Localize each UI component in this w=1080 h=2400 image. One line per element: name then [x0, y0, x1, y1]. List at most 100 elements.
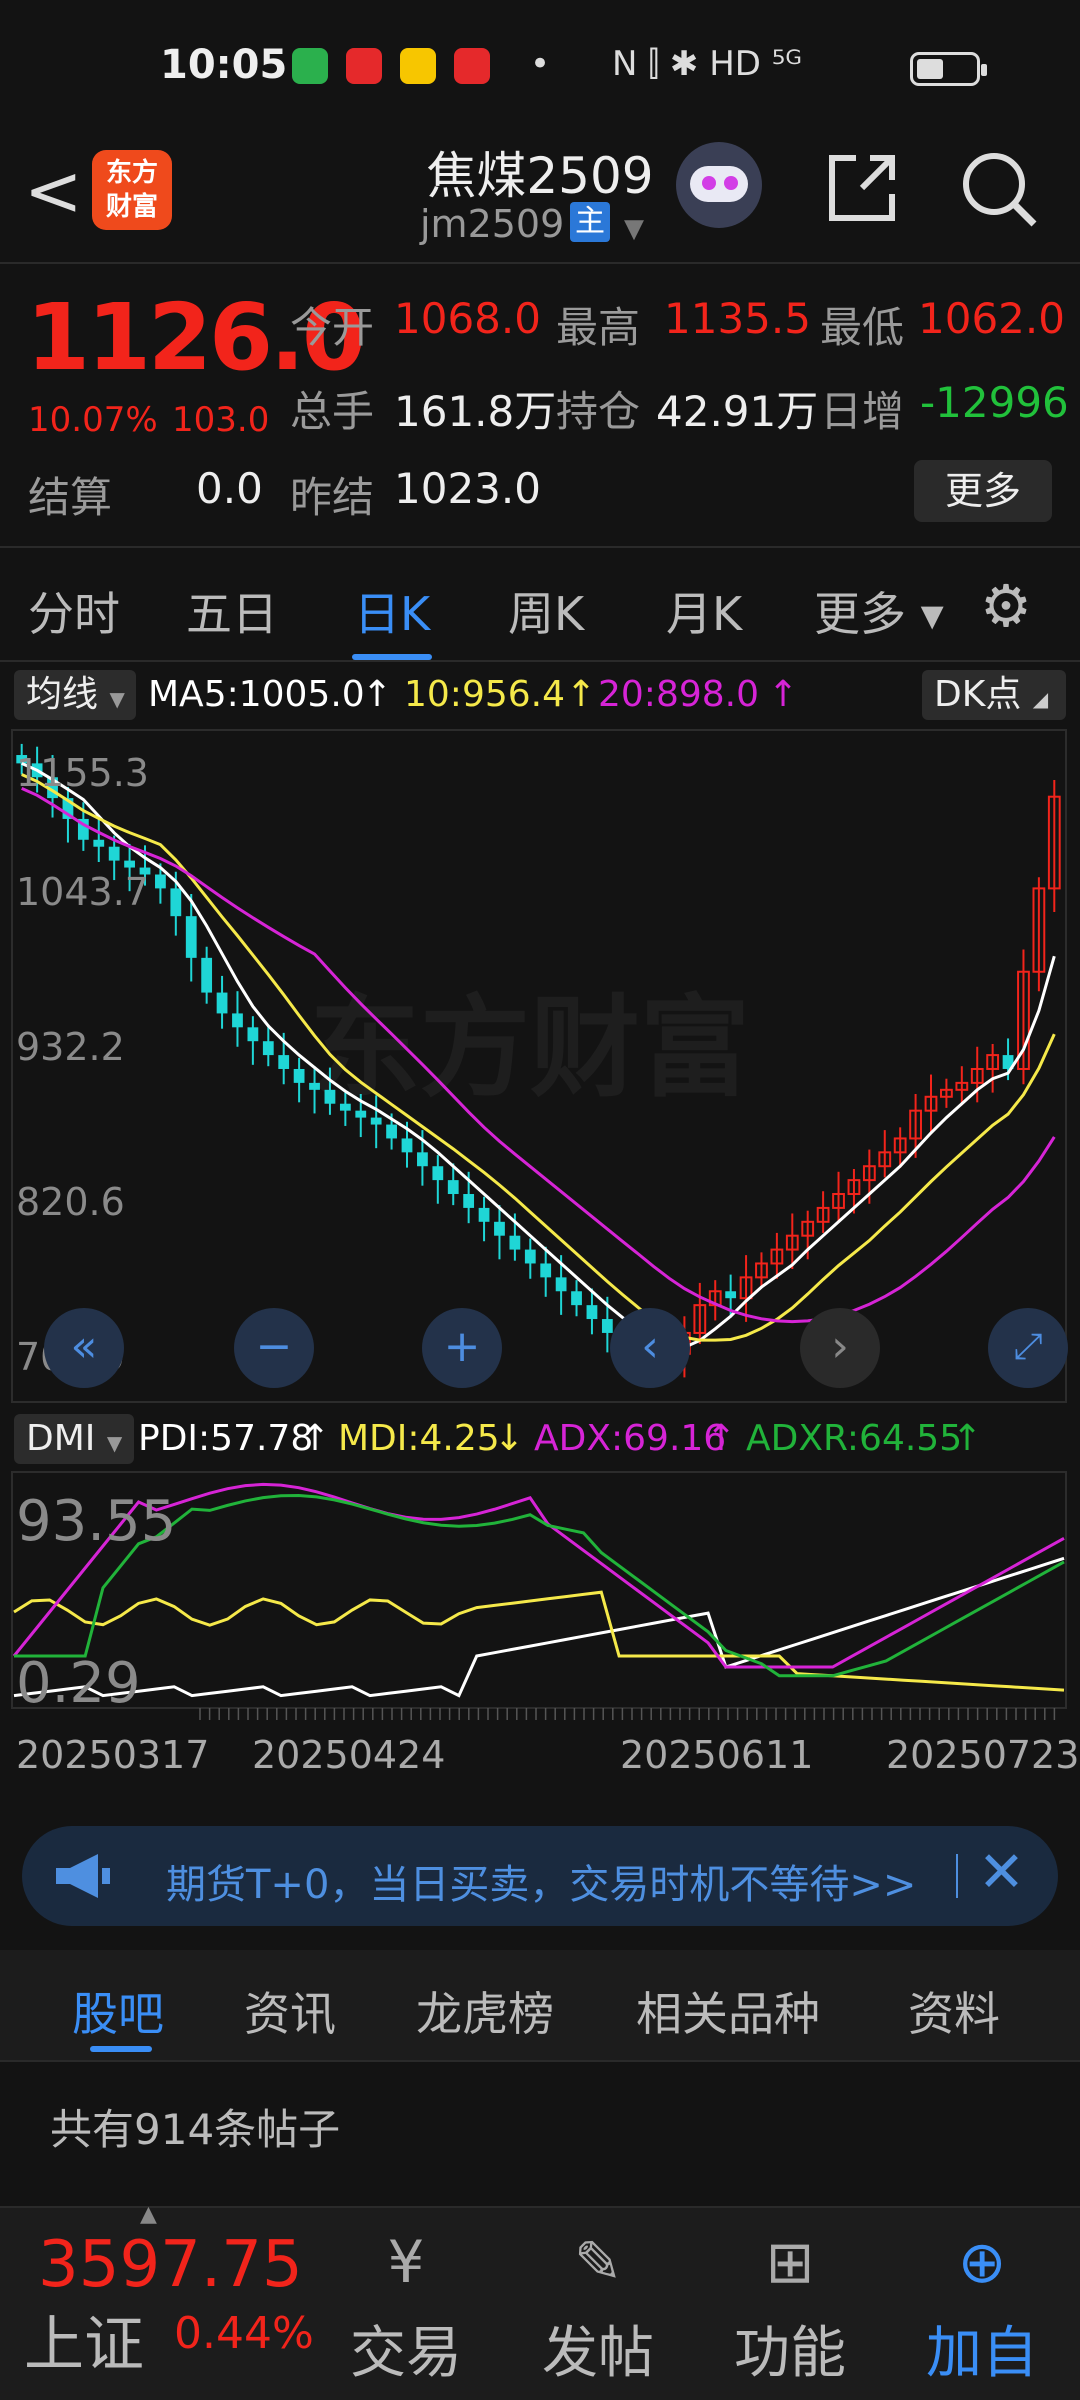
dmi-chart[interactable]: 93.55 0.29 20250317 20250424 20250611 20…: [0, 1470, 1080, 1780]
adx-label: ADX:69.16: [534, 1418, 727, 1459]
tab-weekly-k[interactable]: 周K: [508, 587, 585, 641]
candle: [847, 1179, 861, 1196]
volume-value: 161.8万: [394, 387, 557, 436]
indicator-select[interactable]: 均线 ▼: [14, 670, 136, 720]
candle: [232, 1013, 243, 1028]
add-circle-icon: ⊕: [957, 2228, 1007, 2296]
nav-add-watchlist[interactable]: ⊕ 加自: [902, 2228, 1062, 2389]
toutiao-icon-2: [454, 48, 490, 84]
tab-more[interactable]: 更多 ▾: [814, 587, 944, 641]
y-tick-label: 1155.3: [16, 751, 149, 795]
candle: [155, 874, 166, 889]
share-icon[interactable]: [822, 148, 902, 228]
x-tick-label: 20250424: [252, 1733, 445, 1777]
nav-trade[interactable]: ¥ 交易: [326, 2228, 486, 2389]
candle: [571, 1291, 582, 1306]
ai-assistant-icon[interactable]: [676, 142, 762, 228]
bottom-nav: ▲ 3597.75 上证 0.44% ¥ 交易 ✎ 发帖 ⊞ 功能 ⊕ 加自: [0, 2202, 1080, 2400]
candle: [77, 818, 89, 840]
next-button[interactable]: ›: [800, 1308, 880, 1388]
index-name[interactable]: 上证: [24, 2310, 144, 2380]
candle: [1032, 887, 1046, 973]
candle: [494, 1221, 505, 1236]
candle: [940, 1088, 953, 1098]
candle: [293, 1068, 305, 1083]
search-icon[interactable]: [958, 148, 1042, 232]
candle: [216, 992, 228, 1014]
candle: [509, 1235, 521, 1250]
dmi-ytick-high: 93.55: [16, 1489, 176, 1554]
ma5-line: [21, 761, 1056, 1349]
fullscreen-icon[interactable]: ⤢: [988, 1308, 1068, 1388]
open-value: 1068.0: [394, 294, 541, 343]
ma10-line: [21, 773, 1056, 1342]
tab-daily-k[interactable]: 日K: [354, 587, 431, 641]
gear-icon[interactable]: ⚙: [980, 572, 1032, 640]
tab-profile[interactable]: 资料: [908, 1987, 1000, 2041]
candle: [862, 1165, 876, 1182]
close-icon[interactable]: ✕: [978, 1840, 1025, 1905]
nav-add-label: 加自: [926, 2321, 1038, 2386]
settle-value: 0.0: [196, 464, 263, 513]
tab-monthly-k[interactable]: 月K: [666, 587, 743, 641]
up-arrow-icon: ↑: [362, 674, 393, 715]
promo-banner[interactable]: 期货T+0，当日买卖，交易时机不等待>> ✕: [22, 1826, 1058, 1926]
tab-news[interactable]: 资讯: [244, 1987, 336, 2041]
chevron-down-icon[interactable]: ▼: [624, 214, 644, 244]
change-amount: 103.0: [172, 400, 270, 440]
more-button[interactable]: 更多: [914, 460, 1052, 522]
tab-forum[interactable]: 股吧: [72, 1987, 164, 2041]
candle: [986, 1054, 1000, 1070]
candle: [247, 1027, 259, 1042]
candle: [540, 1263, 552, 1278]
status-bar: 10:05 • N ⫿ ✱ HD ⁵ᴳ: [0, 0, 1080, 130]
low-value: 1062.0: [918, 294, 1065, 343]
ma5-label: MA5:1005.0: [148, 674, 365, 715]
tab-intraday[interactable]: 分时: [28, 587, 120, 641]
index-value[interactable]: 3597.75: [38, 2228, 303, 2302]
up-arrow-icon: ↑: [300, 1418, 331, 1459]
contract-code[interactable]: jm2509: [420, 202, 565, 246]
candle: [108, 846, 120, 861]
candle: [970, 1067, 984, 1084]
pdi-line: [13, 1556, 1065, 1698]
candle: [586, 1305, 598, 1320]
scroll-left-button[interactable]: «: [44, 1308, 124, 1388]
tab-dragon-tiger[interactable]: 龙虎榜: [416, 1987, 554, 2041]
candle: [185, 916, 197, 958]
back-button[interactable]: <: [24, 150, 83, 232]
chevron-up-icon[interactable]: ▲: [140, 2202, 157, 2227]
candle: [755, 1262, 768, 1279]
page-title: 焦煤2509: [426, 147, 654, 205]
candle: [139, 867, 151, 875]
zoom-in-button[interactable]: +: [422, 1308, 502, 1388]
up-arrow-icon: ↑: [952, 1418, 983, 1459]
active-tab-indicator: [352, 654, 432, 660]
candle: [447, 1180, 459, 1195]
nav-functions[interactable]: ⊞ 功能: [710, 2228, 870, 2389]
main-contract-badge: 主: [570, 202, 610, 242]
tab-related[interactable]: 相关品种: [636, 1987, 820, 2041]
candle: [47, 777, 58, 799]
open-interest-label: 持仓: [556, 387, 641, 436]
prev-settle-value: 1023.0: [394, 464, 541, 513]
system-icons: N ⫿ ✱ HD ⁵ᴳ: [612, 44, 802, 84]
adxr-label: ADXR:64.55: [746, 1418, 963, 1459]
candle: [785, 1234, 799, 1251]
candle: [924, 1095, 938, 1112]
candle: [417, 1152, 428, 1167]
candle: [370, 1117, 382, 1125]
tab-five-day[interactable]: 五日: [186, 587, 278, 641]
meituan-icon: [400, 48, 436, 84]
dk-point-button[interactable]: DK点 ◢: [922, 670, 1066, 720]
nav-post[interactable]: ✎ 发帖: [518, 2228, 678, 2389]
up-arrow-icon: ↑: [566, 674, 597, 715]
scroll-right-arrow-button[interactable]: ‹: [610, 1308, 690, 1388]
candle: [1002, 1055, 1014, 1069]
candle: [816, 1206, 830, 1223]
candle: [309, 1082, 320, 1090]
sub-indicator-select[interactable]: DMI ▼: [14, 1414, 134, 1464]
megaphone-icon: [56, 1854, 110, 1898]
zoom-out-button[interactable]: −: [234, 1308, 314, 1388]
